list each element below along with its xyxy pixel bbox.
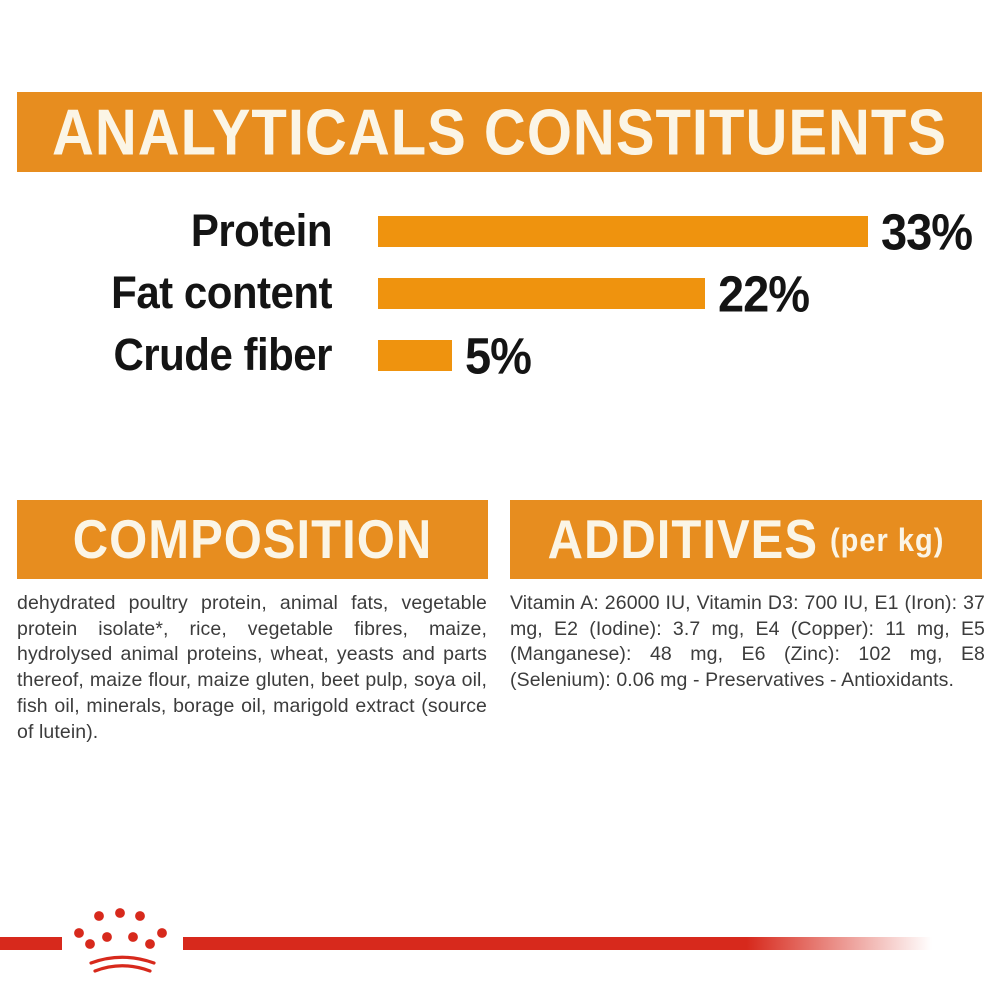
chart-category-label: Protein [190,205,333,256]
composition-banner: COMPOSITION [17,500,488,579]
chart-row: Fat content 22% [0,262,1000,324]
chart-row: Protein 33% [0,200,1000,262]
analyticals-banner: ANALYTICALS CONSTITUENTS [17,92,982,172]
chart-value-label: 33% [881,202,973,260]
chart-row: Crude fiber 5% [0,324,1000,386]
additives-title: ADDITIVES [547,509,819,570]
chart-bar [378,277,705,309]
additives-unit-note: (per kg) [830,522,945,559]
analyticals-title: ANALYTICALS CONSTITUENTS [51,95,948,169]
chart-value-label: 5% [465,326,532,384]
red-divider-line-right [183,937,955,950]
composition-title: COMPOSITION [72,509,433,570]
chart-bar [378,339,452,371]
chart-category-label: Crude fiber [113,329,332,380]
red-divider-line-left [0,937,62,950]
royal-canin-crown-icon [74,908,167,973]
bar-chart: Protein 33% Fat content 22% Crude fiber 5% [0,200,1000,386]
additives-text: Vitamin A: 26000 IU, Vitamin D3: 700 IU,… [510,592,985,692]
composition-text: dehydrated poultry protein, animal fats,… [17,592,487,743]
additives-banner: ADDITIVES (per kg) [510,500,982,579]
chart-value-label: 22% [718,264,810,322]
chart-category-label: Fat content [111,267,332,318]
chart-bar [378,215,868,247]
